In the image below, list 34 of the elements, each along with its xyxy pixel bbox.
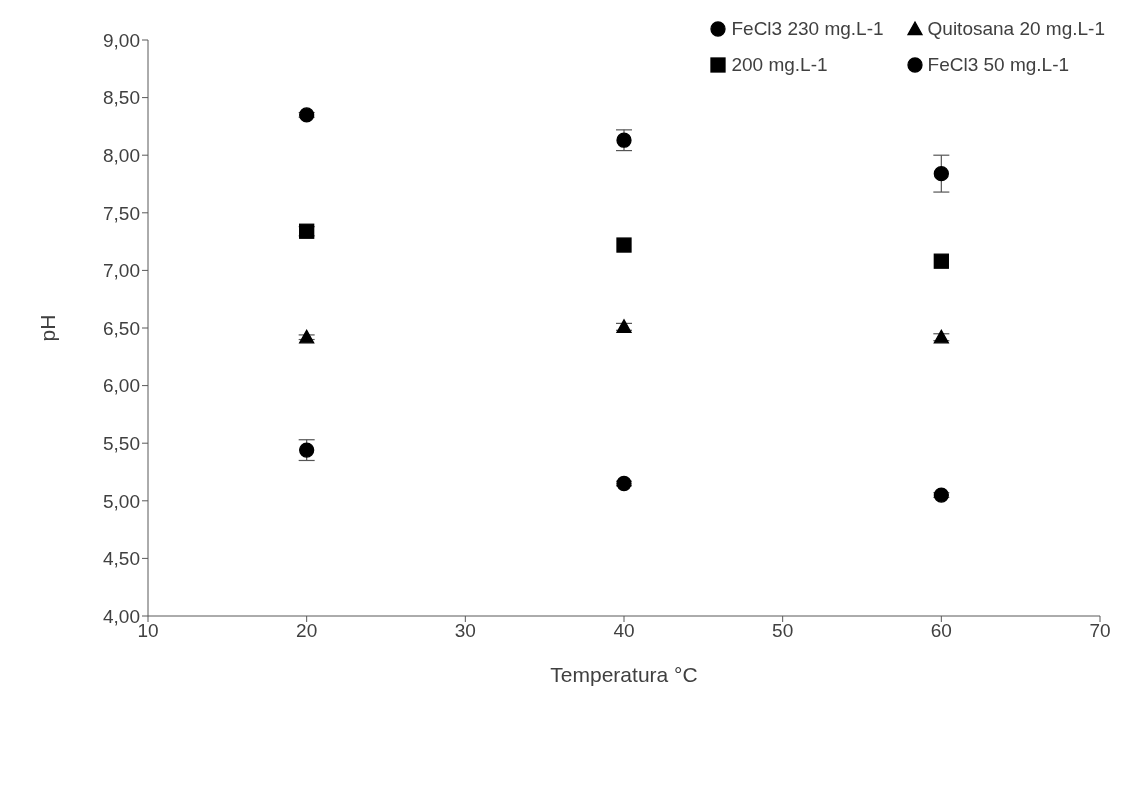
point	[616, 132, 632, 148]
y-tick-label: 7,50	[103, 202, 140, 224]
x-tick-label: 30	[454, 620, 476, 642]
x-tick-label: 70	[1089, 620, 1111, 642]
x-tick-label: 50	[772, 620, 794, 642]
point	[616, 319, 632, 334]
y-tick-label: 4,50	[103, 548, 140, 570]
y-tick-label: 5,00	[103, 490, 140, 512]
legend-label: FeCl3 50 mg.L-1	[927, 54, 1070, 76]
y-tick-label: 9,00	[103, 29, 140, 51]
y-tick-label: 6,00	[103, 375, 140, 397]
legend-label: Quitosana 20 mg.L-1	[927, 18, 1105, 40]
legend-label: FeCl3 230 mg.L-1	[731, 18, 884, 40]
y-tick-label: 5,50	[103, 432, 140, 454]
y-tick-label: 6,50	[103, 317, 140, 339]
point	[299, 442, 315, 458]
point	[299, 107, 315, 123]
x-axis-title: Temperatura °C	[550, 663, 698, 686]
point	[933, 165, 949, 182]
point	[616, 237, 632, 253]
point	[933, 487, 949, 503]
x-tick-label: 40	[613, 620, 635, 642]
point	[299, 329, 315, 344]
x-tick-label: 20	[296, 620, 318, 642]
y-axis-title: pH	[36, 314, 60, 342]
point	[616, 475, 632, 492]
x-tick-label: 60	[930, 620, 952, 642]
y-tick-label: 8,50	[103, 87, 140, 109]
y-tick-label: 4,00	[103, 605, 140, 627]
point	[933, 329, 949, 344]
point	[933, 253, 949, 269]
y-tick-label: 7,00	[103, 260, 140, 282]
legend-label: 200 mg.L-1	[731, 54, 828, 76]
y-tick-label: 8,00	[103, 144, 140, 166]
